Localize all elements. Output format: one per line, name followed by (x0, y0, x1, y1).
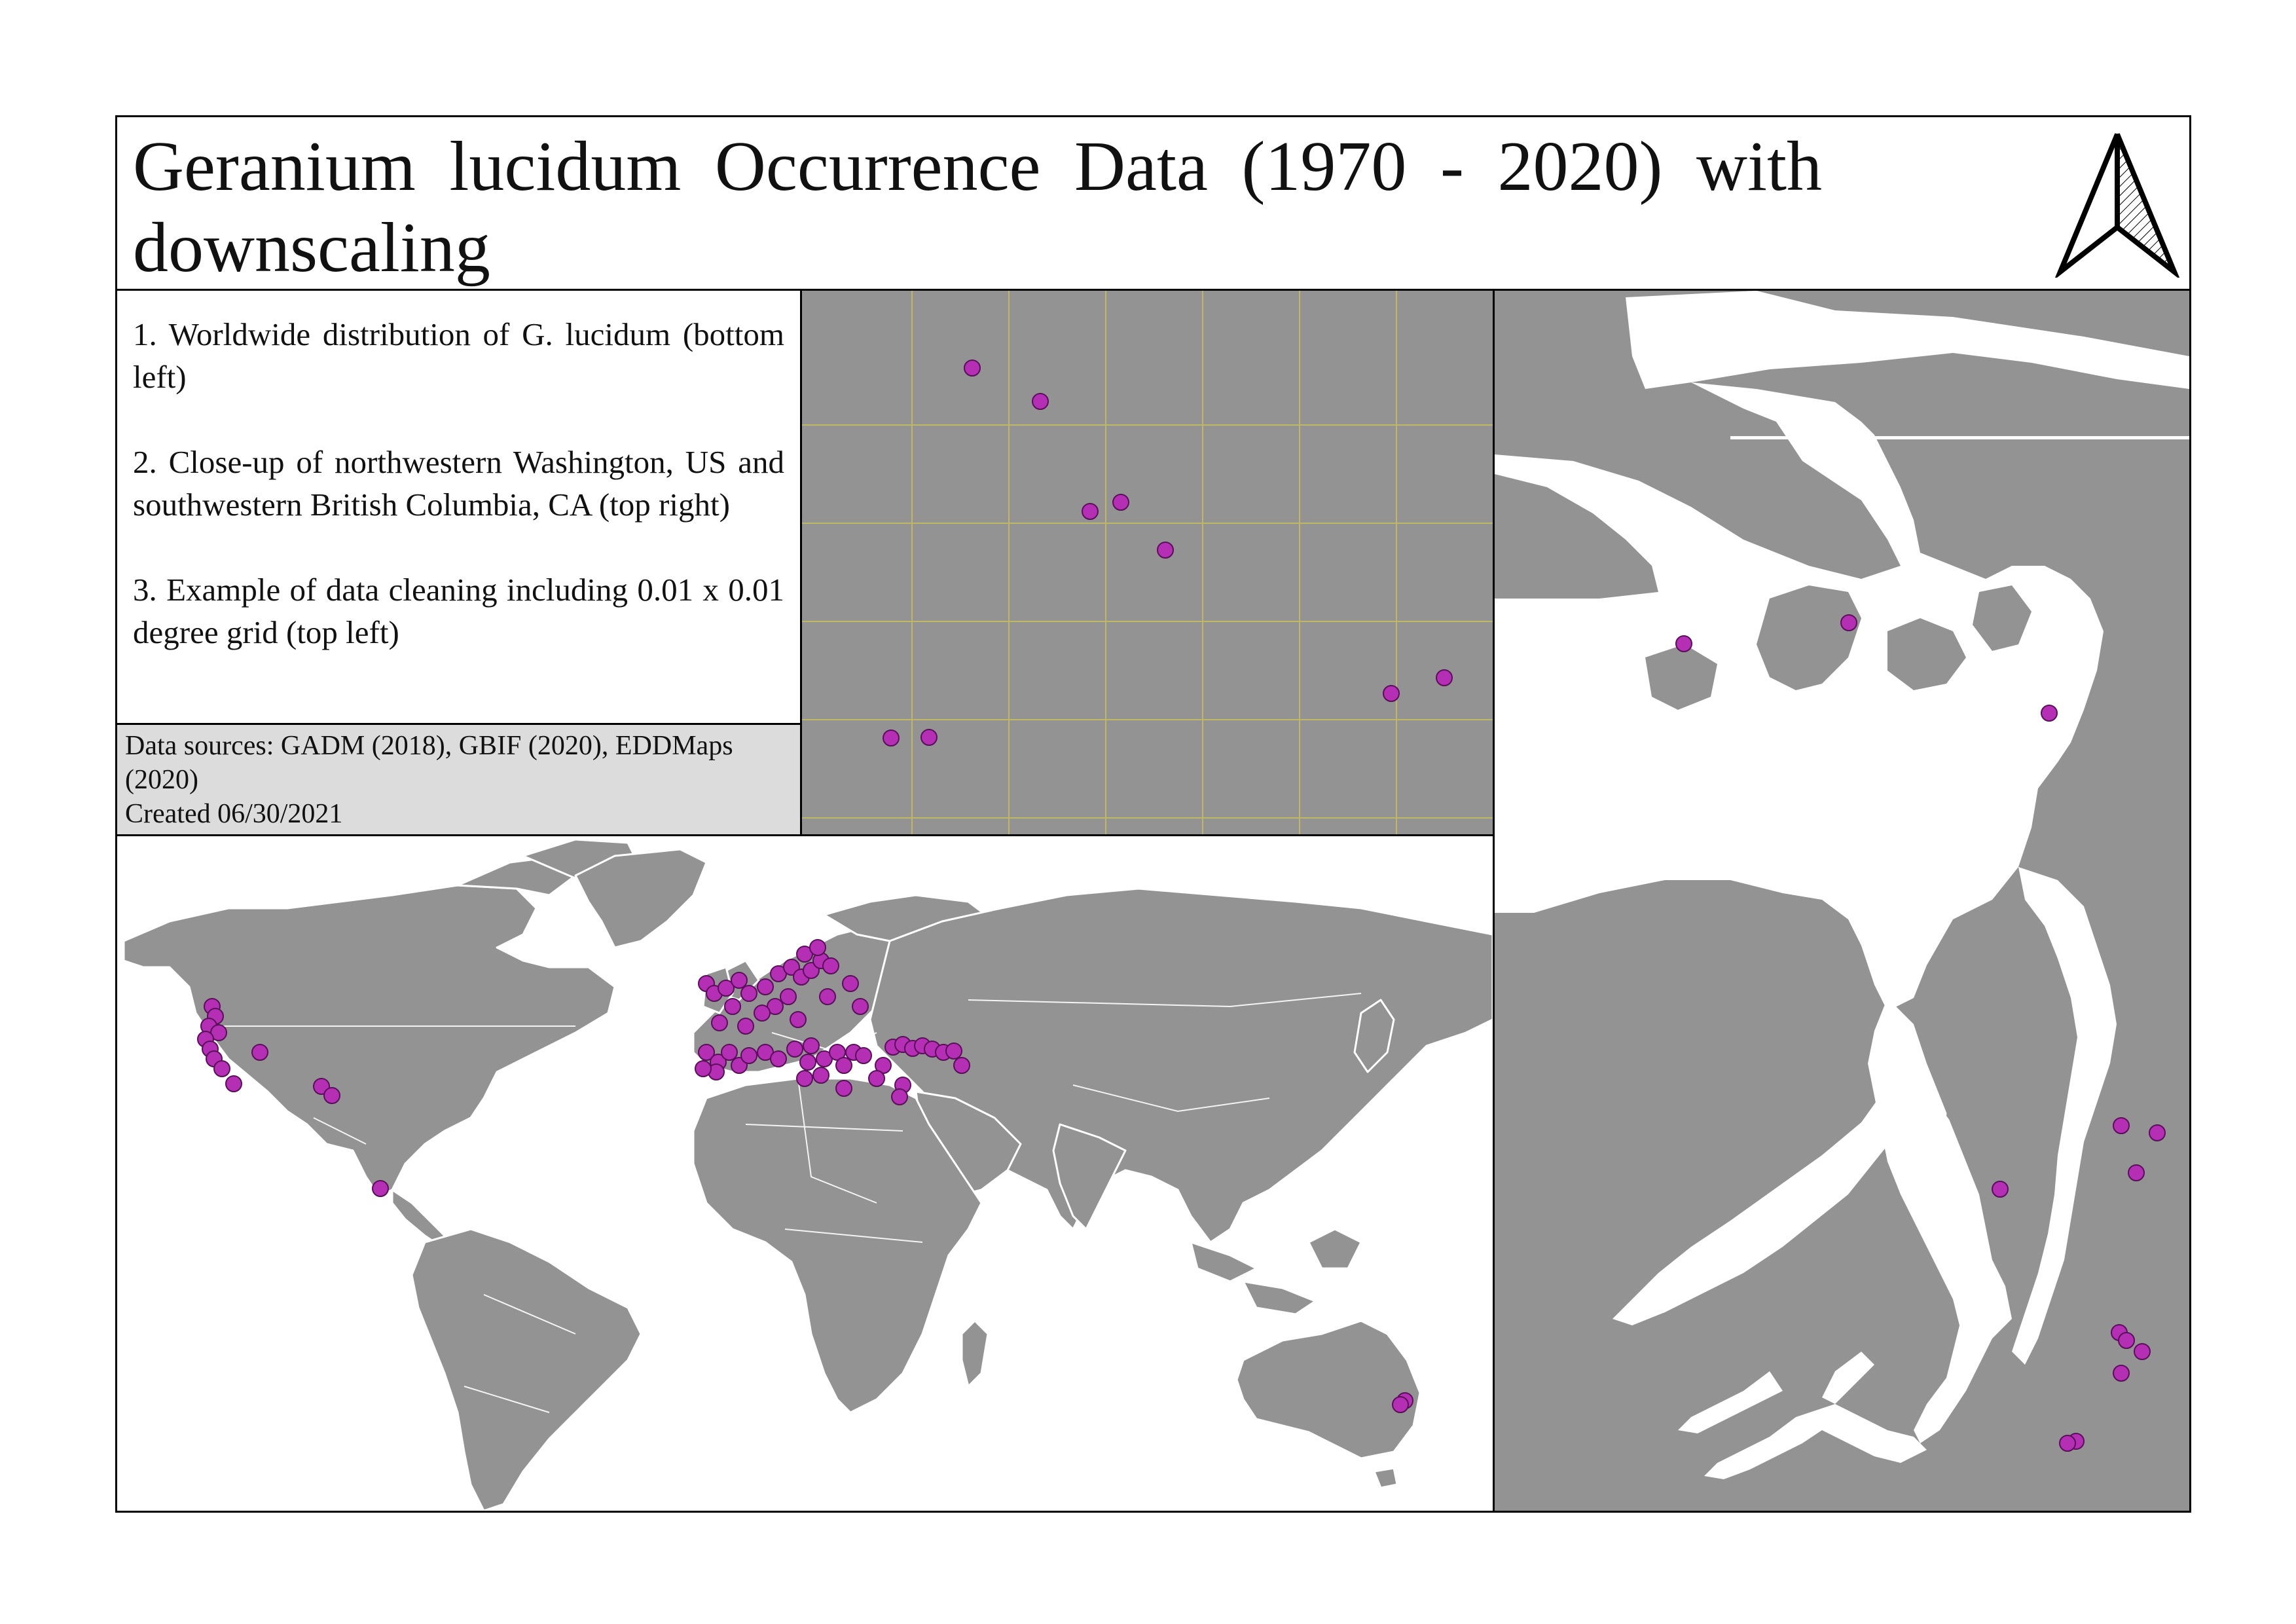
occurrence-point (2118, 1332, 2135, 1349)
occurrence-point (796, 1070, 813, 1087)
occurrence-point (920, 729, 938, 746)
occurrence-point (2128, 1164, 2145, 1181)
grid-cleaning-map (802, 291, 1493, 834)
occurrence-point (1392, 1396, 1409, 1413)
degree-grid-lines (802, 291, 1493, 834)
grid-occurrence-points (883, 360, 1453, 747)
occurrence-point (1840, 614, 1857, 631)
occurrence-point (2041, 705, 2058, 722)
occurrence-point (1112, 494, 1129, 511)
occurrence-point (740, 985, 757, 1002)
occurrence-point (835, 1080, 852, 1097)
occurrence-point (1383, 685, 1400, 702)
pnw-map-canvas (1495, 291, 2189, 1511)
occurrence-point (2149, 1124, 2166, 1141)
data-sources-panel: Data sources: GADM (2018), GBIF (2020), … (117, 723, 802, 834)
occurrence-point (786, 1041, 803, 1058)
map-layout-sheet: Geranium lucidum Occurrence Data (1970 -… (115, 115, 2191, 1513)
occurrence-point (953, 1057, 970, 1074)
occurrence-point (737, 1018, 754, 1035)
occurrence-point (754, 1005, 771, 1022)
description-panel: 1. Worldwide distribution of G. lucidum … (117, 291, 802, 723)
occurrence-point (372, 1180, 389, 1197)
occurrence-point (1675, 635, 1692, 652)
occurrence-point (225, 1075, 242, 1092)
pnw-closeup-map (1493, 291, 2189, 1511)
occurrence-point (891, 1088, 908, 1105)
pnw-water-bodies (1495, 291, 2189, 1479)
occurrence-point (251, 1044, 268, 1061)
country-borders (196, 993, 1362, 1413)
occurrence-point (1436, 669, 1453, 686)
occurrence-point (964, 360, 981, 377)
pnw-islands (1645, 585, 2032, 1325)
occurrence-point (698, 1044, 715, 1061)
occurrence-point (945, 1043, 962, 1060)
world-distribution-map (117, 834, 1493, 1511)
occurrence-point (855, 1047, 872, 1064)
occurrence-point (835, 1057, 852, 1074)
occurrence-point (731, 972, 748, 989)
occurrence-point (740, 1047, 757, 1064)
grid-map-canvas (802, 291, 1493, 834)
occurrence-point (213, 1060, 230, 1077)
occurrence-point (323, 1087, 340, 1104)
occurrence-point (819, 988, 836, 1005)
occurrence-point (883, 729, 900, 747)
occurrence-point (2113, 1365, 2130, 1382)
occurrence-point (724, 998, 741, 1015)
occurrence-point (718, 980, 735, 997)
title-panel: Geranium lucidum Occurrence Data (1970 -… (117, 117, 2189, 291)
occurrence-point (1992, 1181, 2009, 1198)
world-occurrence-points (197, 939, 1413, 1413)
occurrence-point (812, 1067, 829, 1084)
data-sources-text: Data sources: GADM (2018), GBIF (2020), … (125, 731, 733, 795)
created-date: Created 06/30/2021 (125, 799, 343, 829)
occurrence-point (822, 957, 839, 974)
occurrence-point (1082, 503, 1099, 520)
occurrence-point (2059, 1435, 2076, 1452)
continents (122, 838, 1493, 1511)
occurrence-point (852, 998, 869, 1015)
occurrence-point (809, 939, 826, 956)
occurrence-point (868, 1070, 885, 1087)
description-item-grid: 3. Example of data cleaning including 0.… (133, 572, 784, 650)
north-arrow-icon (2055, 133, 2179, 278)
occurrence-point (790, 1011, 807, 1028)
occurrence-point (780, 988, 797, 1005)
occurrence-point (842, 975, 859, 992)
occurrence-point (757, 978, 774, 995)
world-map-canvas (117, 836, 1493, 1511)
description-item-closeup: 2. Close-up of northwestern Washington, … (133, 444, 784, 523)
occurrence-point (799, 1054, 816, 1071)
description-item-worldwide: 1. Worldwide distribution of G. lucidum … (133, 316, 784, 395)
occurrence-point (770, 1050, 787, 1067)
occurrence-point (695, 1060, 712, 1077)
occurrence-point (2113, 1117, 2130, 1134)
occurrence-point (711, 1014, 728, 1031)
map-title: Geranium lucidum Occurrence Data (1970 -… (133, 128, 1822, 287)
occurrence-point (1157, 542, 1174, 559)
pnw-occurrence-points (1675, 614, 2166, 1452)
occurrence-point (721, 1044, 738, 1061)
occurrence-point (2134, 1343, 2151, 1360)
occurrence-point (1032, 393, 1049, 410)
occurrence-point (803, 1037, 820, 1054)
